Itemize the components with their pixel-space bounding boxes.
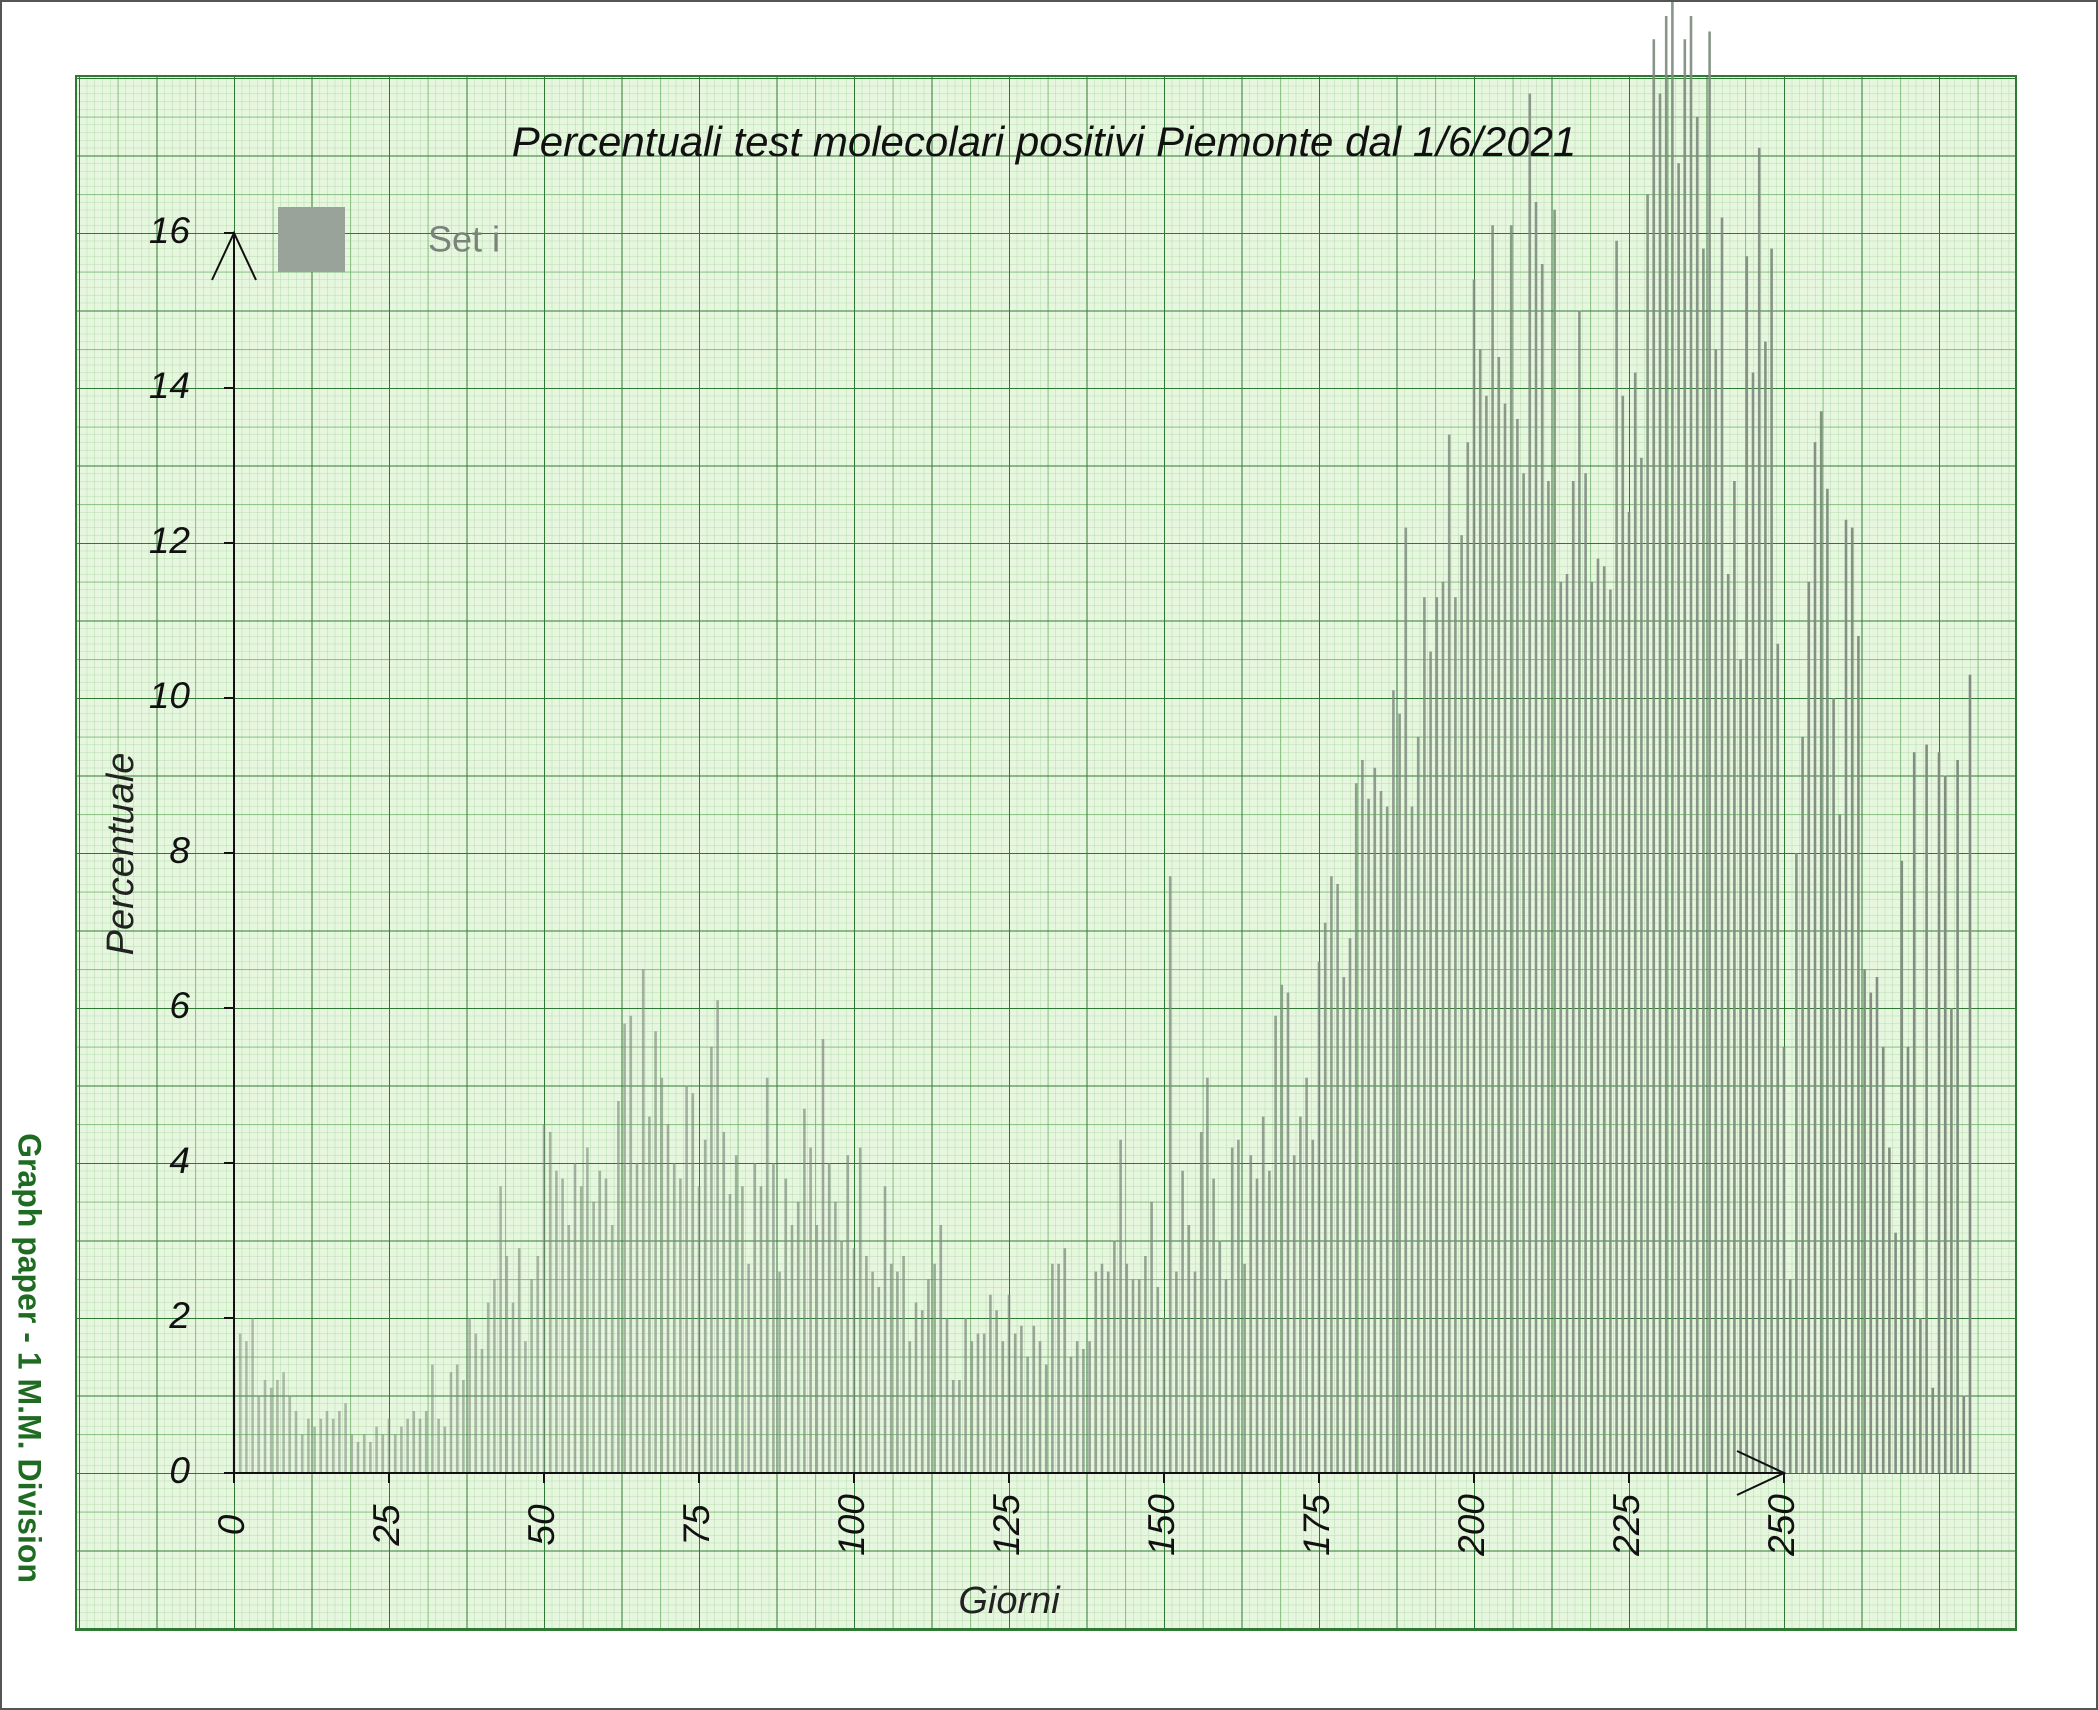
bars	[232, 2, 1972, 1473]
y-tick-label: 6	[169, 985, 190, 1026]
y-tick-label: 4	[169, 1140, 190, 1181]
graph-paper	[75, 75, 2017, 1631]
x-axis-label: Giorni	[958, 1580, 1061, 1622]
y-tick-label: 8	[169, 830, 190, 871]
x-tick-label: 25	[366, 1504, 407, 1547]
x-tick-label: 0	[211, 1514, 252, 1535]
y-tick-label: 12	[149, 520, 191, 561]
y-tick-label: 2	[168, 1295, 190, 1336]
y-tick-label: 14	[149, 365, 190, 406]
x-tick-label: 150	[1141, 1494, 1182, 1556]
x-tick-label: 125	[986, 1494, 1027, 1556]
x-tick-label: 100	[831, 1494, 872, 1556]
x-tick-label: 200	[1451, 1494, 1492, 1557]
x-tick-label: 225	[1606, 1494, 1647, 1557]
side-note: Graph paper - 1 M.M. Division	[12, 1133, 48, 1583]
y-axis-label: Percentuale	[100, 753, 142, 956]
legend-swatch	[278, 207, 345, 272]
y-tick-label: 10	[149, 675, 191, 716]
y-tick-label: 0	[169, 1450, 190, 1491]
x-tick-label: 75	[676, 1504, 717, 1546]
x-tick-label: 250	[1761, 1494, 1802, 1557]
x-tick-label: 175	[1296, 1494, 1337, 1556]
legend-label: Set i	[428, 219, 500, 260]
x-tick-label: 50	[521, 1504, 562, 1546]
chart-title: Percentuali test molecolari positivi Pie…	[512, 118, 1577, 165]
y-tick-label: 16	[149, 210, 191, 251]
